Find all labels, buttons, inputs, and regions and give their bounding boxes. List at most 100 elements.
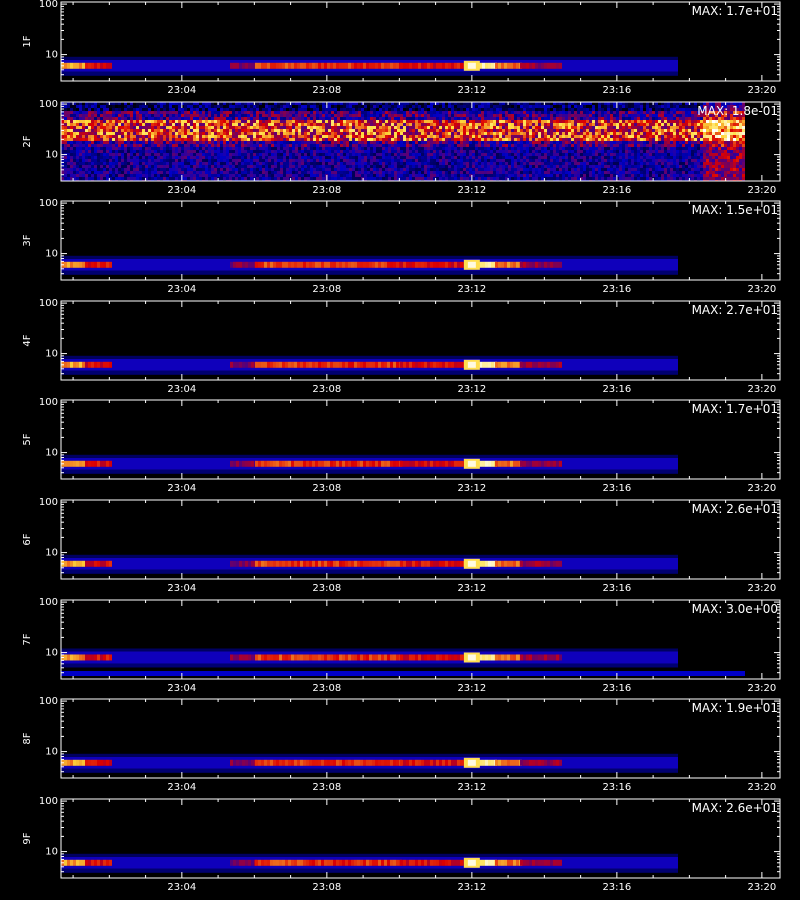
heat-cell xyxy=(163,177,166,180)
heat-cell xyxy=(307,177,310,180)
heat-cell xyxy=(118,114,121,117)
heat-cell xyxy=(382,159,385,162)
heat-cell xyxy=(205,174,208,177)
heat-cell xyxy=(172,126,175,129)
heat-cell xyxy=(457,111,460,114)
heat-cell xyxy=(276,62,279,69)
heat-cell xyxy=(187,168,190,171)
heat-cell xyxy=(364,171,367,174)
heat-cell xyxy=(277,132,280,135)
heat-cell xyxy=(340,153,343,156)
heat-cell xyxy=(406,171,409,174)
heat-cell xyxy=(295,153,298,156)
heat-cell xyxy=(322,108,325,111)
heat-cell xyxy=(142,147,145,150)
heat-cell xyxy=(451,174,454,177)
heat-cell xyxy=(157,171,160,174)
heat-cell xyxy=(277,126,280,129)
heat-cell xyxy=(97,126,100,129)
heat-cell xyxy=(109,141,112,144)
heat-cell xyxy=(82,171,85,174)
heat-cell xyxy=(412,102,415,105)
heat-cell xyxy=(109,111,112,114)
heat-cell xyxy=(277,111,280,114)
heat-cell xyxy=(394,132,397,135)
heat-cell xyxy=(232,111,235,114)
heat-cell xyxy=(253,111,256,114)
heat-cell xyxy=(292,174,295,177)
heat-cell xyxy=(112,135,115,138)
heat-cell xyxy=(391,105,394,108)
heat-cell xyxy=(346,141,349,144)
heat-cell xyxy=(469,102,472,105)
heat-cell xyxy=(364,147,367,150)
heat-cell xyxy=(553,132,556,135)
heat-cell xyxy=(469,138,472,141)
heat-cell xyxy=(469,126,472,129)
heat-cell xyxy=(166,141,169,144)
heat-cell xyxy=(217,165,220,168)
heat-cell xyxy=(313,144,316,147)
heat-cell xyxy=(451,126,454,129)
heat-cell xyxy=(262,129,265,132)
heat-cell xyxy=(354,62,357,69)
panel-heatmap xyxy=(61,102,745,181)
heat-cell xyxy=(520,171,523,174)
heat-cell xyxy=(256,144,259,147)
heat-cell xyxy=(322,141,325,144)
heat-cell xyxy=(421,171,424,174)
heat-cell xyxy=(487,117,490,120)
heat-cell xyxy=(79,126,82,129)
heat-cell xyxy=(232,144,235,147)
heat-cell xyxy=(490,102,493,105)
heat-cell xyxy=(316,147,319,150)
heat-cell xyxy=(511,135,514,138)
heat-cell xyxy=(457,150,460,153)
heat-cell xyxy=(502,132,505,135)
heat-cell xyxy=(133,120,136,123)
heat-cell xyxy=(481,141,484,144)
heat-cell xyxy=(205,153,208,156)
heat-cell xyxy=(271,159,274,162)
heat-cell xyxy=(259,123,262,126)
heat-cell xyxy=(520,117,523,120)
heat-cell xyxy=(250,144,253,147)
heat-cell xyxy=(511,105,514,108)
heat-cell xyxy=(574,117,577,120)
heat-cell xyxy=(520,62,523,69)
heat-cell xyxy=(328,111,331,114)
heat-cell xyxy=(556,177,559,180)
heat-cell xyxy=(316,117,319,120)
heat-cell xyxy=(262,105,265,108)
heat-cell xyxy=(166,147,169,150)
heat-cell xyxy=(529,132,532,135)
heat-cell xyxy=(559,168,562,171)
heat-cell xyxy=(331,153,334,156)
heat-cell xyxy=(199,144,202,147)
heat-cell xyxy=(262,162,265,165)
heat-cell xyxy=(61,135,64,138)
heat-cell xyxy=(193,159,196,162)
heat-cell xyxy=(106,144,109,147)
heat-cell xyxy=(289,138,292,141)
heat-cell xyxy=(154,171,157,174)
heat-cell xyxy=(319,132,322,135)
heat-cell xyxy=(214,141,217,144)
heat-cell xyxy=(88,105,91,108)
heat-cell xyxy=(301,147,304,150)
heat-cell xyxy=(526,123,529,126)
heat-cell xyxy=(187,174,190,177)
heat-cell xyxy=(550,108,553,111)
heat-cell xyxy=(151,111,154,114)
heat-cell xyxy=(355,171,358,174)
heat-cell xyxy=(481,129,484,132)
heat-cell xyxy=(358,120,361,123)
heat-cell xyxy=(244,123,247,126)
heat-cell xyxy=(328,132,331,135)
heat-cell xyxy=(175,111,178,114)
heat-cell xyxy=(382,168,385,171)
heat-cell xyxy=(283,111,286,114)
heat-cell xyxy=(376,156,379,159)
heat-cell xyxy=(523,150,526,153)
heat-cell xyxy=(469,168,472,171)
